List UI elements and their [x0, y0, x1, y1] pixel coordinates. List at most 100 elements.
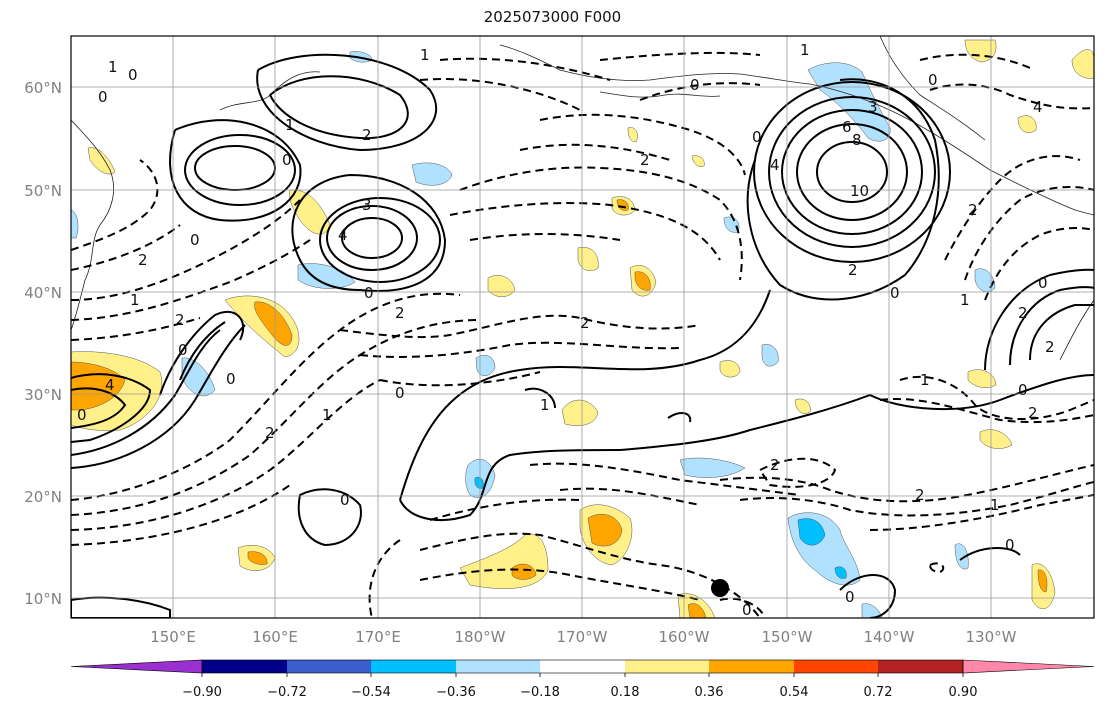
colorbar — [70, 659, 1095, 677]
lon-label: 160°E — [252, 628, 298, 646]
colorbar-tick-label: −0.72 — [267, 685, 307, 700]
contour-label: 0 — [340, 491, 350, 509]
colorbar-segment — [287, 660, 371, 673]
contour-label: 0 — [98, 88, 108, 106]
colorbar-tick-labels: −0.90 −0.72 −0.54 −0.36 −0.18 0.18 0.36 … — [182, 685, 977, 700]
colorbar-tick-label: −0.90 — [182, 685, 222, 700]
contour-label: 2 — [1018, 304, 1028, 322]
solid-contours — [71, 53, 1094, 618]
contour-label: 1 — [285, 116, 295, 134]
contour-label: 1 — [420, 46, 430, 64]
contour-label: 0 — [1005, 536, 1015, 554]
shaded-field — [71, 39, 1094, 618]
position-marker — [711, 579, 729, 597]
contour-label: 1 — [540, 396, 550, 414]
contour-label: 0 — [77, 406, 87, 424]
contour-label: 0 — [742, 601, 752, 619]
contour-label: 3 — [362, 196, 372, 214]
lon-label: 180°W — [455, 628, 506, 646]
contour-label: 3 — [868, 98, 878, 116]
lon-label: 140°W — [864, 628, 915, 646]
contour-label: 10 — [850, 182, 869, 200]
colorbar-tick-label: −0.36 — [436, 685, 476, 700]
colorbar-segment — [794, 660, 878, 673]
graticule — [71, 36, 1094, 618]
lon-label: 160°W — [659, 628, 710, 646]
lat-label: 60°N — [24, 79, 62, 97]
contour-label: 8 — [852, 131, 862, 149]
contour-label: 2 — [640, 151, 650, 169]
contour-label: 2 — [175, 311, 185, 329]
contour-label: 1 — [108, 58, 118, 76]
contour-label: 2 — [580, 314, 590, 332]
colorbar-segment — [878, 660, 963, 673]
contour-label: 2 — [1045, 338, 1055, 356]
contour-label: 2 — [265, 424, 275, 442]
coastlines — [71, 36, 1094, 361]
contour-label: 1 — [960, 291, 970, 309]
latitude-labels: 60°N 50°N 40°N 30°N 20°N 10°N — [24, 79, 62, 608]
contour-label: 2 — [968, 201, 978, 219]
contour-label: 2 — [1028, 404, 1038, 422]
lon-label: 130°W — [966, 628, 1017, 646]
contour-label: 0 — [690, 76, 700, 94]
contour-label: 0 — [752, 128, 762, 146]
colorbar-tick-label: 0.18 — [611, 685, 640, 700]
lat-label: 20°N — [24, 488, 62, 506]
lat-label: 50°N — [24, 182, 62, 200]
colorbar-segment — [709, 660, 794, 673]
contour-label: 4 — [105, 376, 115, 394]
contour-label: 0 — [928, 71, 938, 89]
colorbar-tick-label: −0.18 — [520, 685, 560, 700]
lon-label: 150°W — [762, 628, 813, 646]
map-border — [70, 35, 1095, 619]
contour-label: 0 — [178, 341, 188, 359]
colorbar-tick-label: 0.54 — [780, 685, 809, 700]
contour-label: 1 — [800, 41, 810, 59]
contour-label: 2 — [362, 126, 372, 144]
lat-label: 30°N — [24, 386, 62, 404]
contour-label: 0 — [845, 588, 855, 606]
contour-label: 0 — [190, 231, 200, 249]
contour-label: 2 — [138, 251, 148, 269]
contour-label: 0 — [364, 284, 374, 302]
lat-label: 40°N — [24, 284, 62, 302]
contour-label: 2 — [848, 261, 858, 279]
contour-label: 4 — [338, 226, 348, 244]
map-title: 2025073000 F000 — [483, 8, 622, 26]
lon-label: 150°E — [150, 628, 196, 646]
longitude-labels: 150°E 160°E 170°E 180°W 170°W 160°W 150°… — [150, 628, 1016, 646]
contour-label: 0 — [1018, 381, 1028, 399]
lat-label: 10°N — [24, 590, 62, 608]
colorbar-segment — [540, 660, 625, 673]
contour-label: 0 — [282, 151, 292, 169]
contour-label: 0 — [226, 370, 236, 388]
contour-label: 1 — [920, 371, 930, 389]
colorbar-tick-label: 0.90 — [949, 685, 978, 700]
contour-labels: 1 0 0 1 2 0 3 4 0 2 1 0 2 4 0 1 2 0 1 2 … — [77, 41, 1055, 619]
colorbar-tick-label: 0.72 — [864, 685, 893, 700]
lon-label: 170°W — [557, 628, 608, 646]
contour-label: 0 — [395, 384, 405, 402]
colorbar-outline — [201, 659, 964, 674]
contour-label: 4 — [770, 156, 780, 174]
dashed-contours — [71, 51, 1094, 618]
contour-label: 2 — [915, 486, 925, 504]
contour-label: 1 — [130, 291, 140, 309]
colorbar-segment — [371, 660, 456, 673]
colorbar-extend-min — [70, 659, 203, 674]
colorbar-segment — [202, 660, 287, 673]
contour-label: 1 — [990, 496, 1000, 514]
contour-label: 0 — [128, 66, 138, 84]
colorbar-segment — [625, 660, 709, 673]
colorbar-tick-label: −0.54 — [351, 685, 391, 700]
contour-label: 0 — [890, 284, 900, 302]
contour-label: 6 — [842, 118, 852, 136]
colorbar-extend-max — [962, 659, 1095, 674]
contour-label: 4 — [1033, 98, 1043, 116]
contour-label: 2 — [770, 456, 780, 474]
contour-label: 2 — [395, 304, 405, 322]
colorbar-tick-label: 0.36 — [695, 685, 724, 700]
contour-label: 0 — [1038, 274, 1048, 292]
